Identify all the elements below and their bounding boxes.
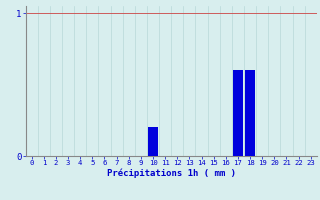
X-axis label: Précipitations 1h ( mm ): Précipitations 1h ( mm ) bbox=[107, 169, 236, 178]
Bar bbox=[245, 70, 255, 156]
Bar bbox=[148, 127, 158, 156]
Bar bbox=[233, 70, 243, 156]
